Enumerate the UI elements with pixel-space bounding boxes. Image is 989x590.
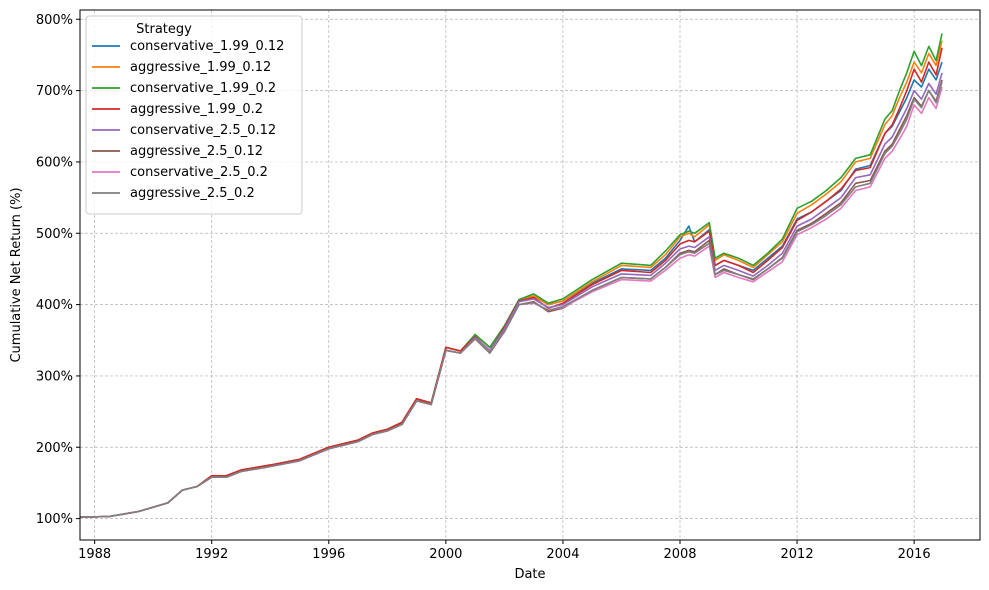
x-tick-label: 2008: [663, 547, 696, 562]
y-tick-label: 100%: [36, 512, 73, 527]
y-tick-label: 700%: [36, 84, 73, 99]
legend-title: Strategy: [136, 22, 192, 37]
legend-label: aggressive_1.99_0.2: [130, 102, 263, 117]
legend-label: conservative_1.99_0.2: [130, 81, 276, 96]
x-axis: 1988 1992 1996 2000 2004 2008 2012 2016: [78, 540, 931, 562]
x-tick-label: 1988: [78, 547, 111, 562]
legend-label: conservative_2.5_0.12: [130, 123, 276, 138]
y-tick-label: 200%: [36, 441, 73, 456]
legend-items: conservative_1.99_0.12 aggressive_1.99_0.…: [92, 39, 284, 201]
legend-box: [85, 15, 303, 215]
y-tick-label: 500%: [36, 227, 73, 242]
y-tick-label: 600%: [36, 155, 73, 170]
legend-label: conservative_1.99_0.12: [130, 39, 284, 54]
legend-label: aggressive_1.99_0.12: [130, 60, 271, 75]
x-tick-label: 2012: [781, 547, 814, 562]
series-line-4: [79, 47, 943, 518]
y-tick-label: 300%: [36, 369, 73, 384]
legend-label: aggressive_2.5_0.2: [130, 186, 255, 201]
y-tick-label: 400%: [36, 298, 73, 313]
x-tick-label: 2016: [898, 547, 931, 562]
y-tick-label: 800%: [36, 13, 73, 28]
x-tick-label: 2004: [546, 547, 579, 562]
legend: Strategy conservative_1.99_0.12 aggressiv…: [85, 15, 303, 215]
x-axis-label: Date: [514, 567, 545, 582]
plot-area-frame: [79, 9, 981, 541]
series-lines: [79, 33, 943, 518]
series-line-8: [79, 81, 943, 518]
x-tick-label: 1996: [312, 547, 345, 562]
x-tick-label: 1992: [195, 547, 228, 562]
legend-label: aggressive_2.5_0.12: [130, 144, 263, 159]
legend-label: conservative_2.5_0.2: [130, 165, 268, 180]
x-tick-label: 2000: [429, 547, 462, 562]
y-axis: 100% 200% 300% 400% 500% 600% 700% 800%: [36, 13, 80, 527]
y-axis-label: Cumulative Net Return (%): [9, 187, 24, 362]
